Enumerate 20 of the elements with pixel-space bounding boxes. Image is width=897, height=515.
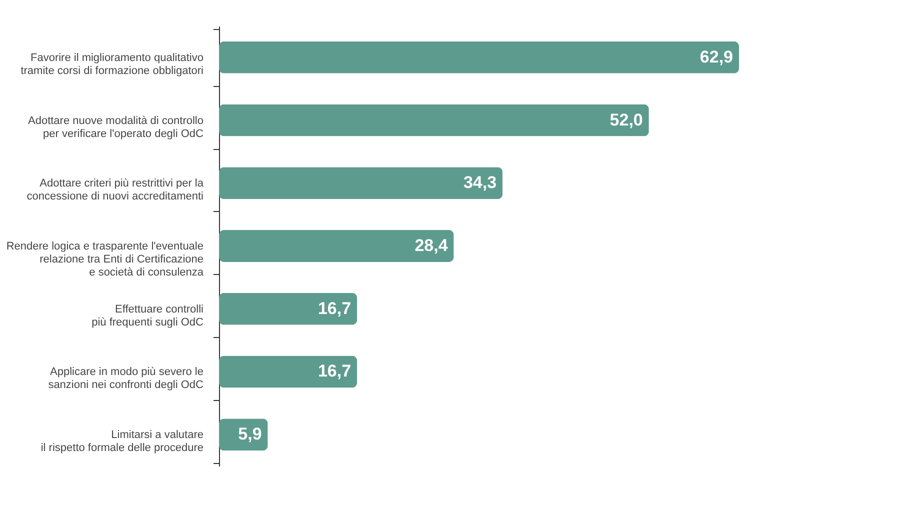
bar	[219, 292, 358, 325]
bar	[219, 104, 649, 136]
y-tick-label: Effettuare controlli più frequenti sugli OdC	[92, 303, 204, 328]
bar	[219, 230, 454, 262]
data-label: 62,9	[700, 47, 733, 66]
y-tick-label: Limitarsi a valutare il rispetto formale delle procedure	[40, 429, 204, 454]
data-label: 52,0	[610, 110, 643, 130]
data-label: 28,4	[414, 236, 448, 255]
data-label: 5,9	[238, 424, 262, 444]
data-label: 16,7	[318, 298, 352, 318]
y-tick-label: Favorire il miglioramento qualitativo tramite corsi di formazione obbligatori	[20, 52, 204, 77]
data-label: 34,3	[463, 173, 497, 192]
bar	[219, 167, 503, 200]
y-tick-label: Applicare in modo più severo le sanzioni nei confronti degli OdC	[48, 366, 204, 392]
y-tick-label: Adottare criteri più restrittivi per la concessione di nuovi accreditamenti	[26, 178, 204, 203]
y-tick-label: Adottare nuove modalità di controllo per verificare l'operato degli OdC	[28, 114, 204, 140]
bar	[219, 356, 358, 388]
bar	[219, 41, 739, 74]
y-tick-label: Rendere logica e trasparente l'eventuale relazione tra Enti di Certificazione e società di consulenza	[6, 240, 204, 278]
data-label: 16,7	[318, 362, 352, 381]
